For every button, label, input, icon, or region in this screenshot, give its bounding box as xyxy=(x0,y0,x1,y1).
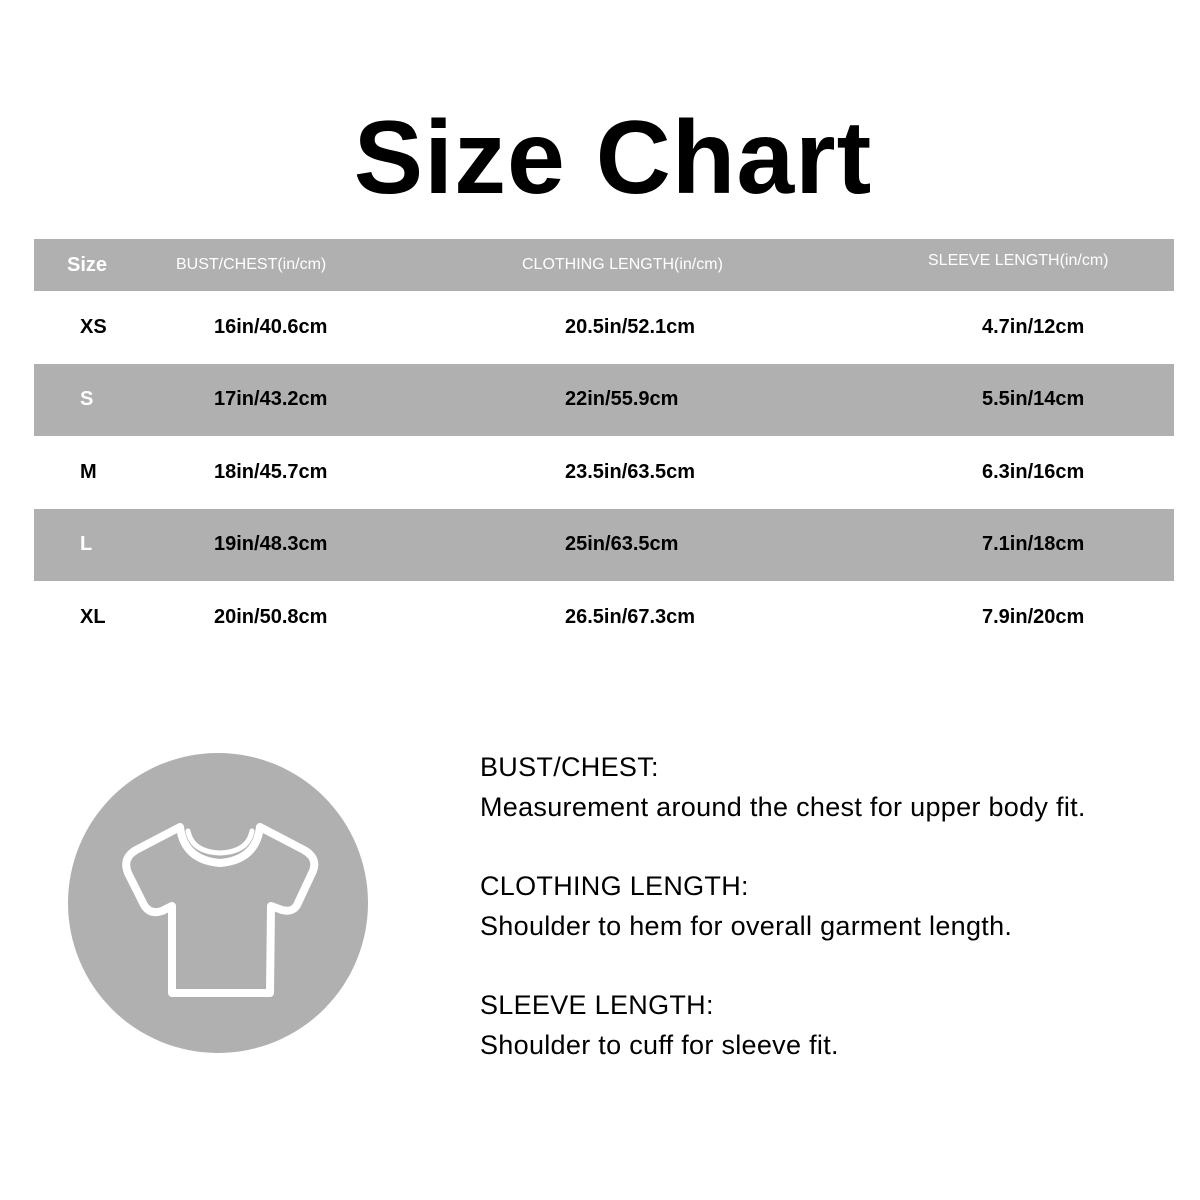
cell-length: 22in/55.9cm xyxy=(565,388,679,411)
header-size: Size xyxy=(67,253,108,276)
size-table: Size BUST/CHEST(in/cm) CLOTHING LENGTH(i… xyxy=(34,239,1174,654)
definition-text: Shoulder to hem for overall garment leng… xyxy=(480,910,1013,941)
cell-size: XS xyxy=(80,315,107,338)
cell-bust: 20in/50.8cm xyxy=(214,605,328,628)
cell-length: 25in/63.5cm xyxy=(565,533,679,556)
cell-bust: 19in/48.3cm xyxy=(214,533,328,556)
page-title: Size Chart xyxy=(353,100,873,216)
header-sleeve: SLEEVE LENGTH(in/cm) xyxy=(928,252,1109,269)
cell-size: S xyxy=(80,388,94,411)
cell-sleeve: 4.7in/12cm xyxy=(982,315,1085,338)
definition-term: CLOTHING LENGTH: xyxy=(480,871,749,901)
definition-term: BUST/CHEST: xyxy=(480,752,659,782)
table-row: M 18in/45.7cm 23.5in/63.5cm 6.3in/16cm xyxy=(34,436,1174,509)
cell-length: 23.5in/63.5cm xyxy=(565,460,696,483)
t-shirt-icon xyxy=(122,823,319,997)
definition-text: Shoulder to cuff for sleeve fit. xyxy=(480,1029,839,1060)
cell-length: 20.5in/52.1cm xyxy=(565,315,696,338)
cell-size: M xyxy=(80,460,97,483)
cell-bust: 16in/40.6cm xyxy=(214,315,328,338)
cell-size: L xyxy=(80,533,93,556)
table-row: XL 20in/50.8cm 26.5in/67.3cm 7.9in/20cm xyxy=(34,581,1174,654)
cell-sleeve: 7.1in/18cm xyxy=(982,533,1085,556)
table-row: L 19in/48.3cm 25in/63.5cm 7.1in/18cm xyxy=(34,508,1174,581)
cell-size: XL xyxy=(80,605,106,628)
definition-term: SLEEVE LENGTH: xyxy=(480,990,714,1020)
definitions: BUST/CHEST: Measurement around the chest… xyxy=(480,748,1086,1105)
cell-length: 26.5in/67.3cm xyxy=(565,605,696,628)
cell-bust: 18in/45.7cm xyxy=(214,460,328,483)
definition-length: CLOTHING LENGTH: Shoulder to hem for ove… xyxy=(480,867,1086,946)
table-row: S 17in/43.2cm 22in/55.9cm 5.5in/14cm xyxy=(34,363,1174,436)
definition-bust: BUST/CHEST: Measurement around the chest… xyxy=(480,748,1086,827)
cell-sleeve: 6.3in/16cm xyxy=(982,460,1085,483)
cell-sleeve: 5.5in/14cm xyxy=(982,388,1085,411)
cell-bust: 17in/43.2cm xyxy=(214,388,328,411)
header-bust: BUST/CHEST(in/cm) xyxy=(176,256,327,273)
definition-sleeve: SLEEVE LENGTH: Shoulder to cuff for slee… xyxy=(480,986,1086,1065)
header-length: CLOTHING LENGTH(in/cm) xyxy=(522,256,723,273)
t-shirt-icon-badge xyxy=(68,753,368,1053)
table-header: Size BUST/CHEST(in/cm) CLOTHING LENGTH(i… xyxy=(34,239,1174,291)
cell-sleeve: 7.9in/20cm xyxy=(982,605,1085,628)
definition-text: Measurement around the chest for upper b… xyxy=(480,791,1086,822)
table-row: XS 16in/40.6cm 20.5in/52.1cm 4.7in/12cm xyxy=(34,291,1174,364)
